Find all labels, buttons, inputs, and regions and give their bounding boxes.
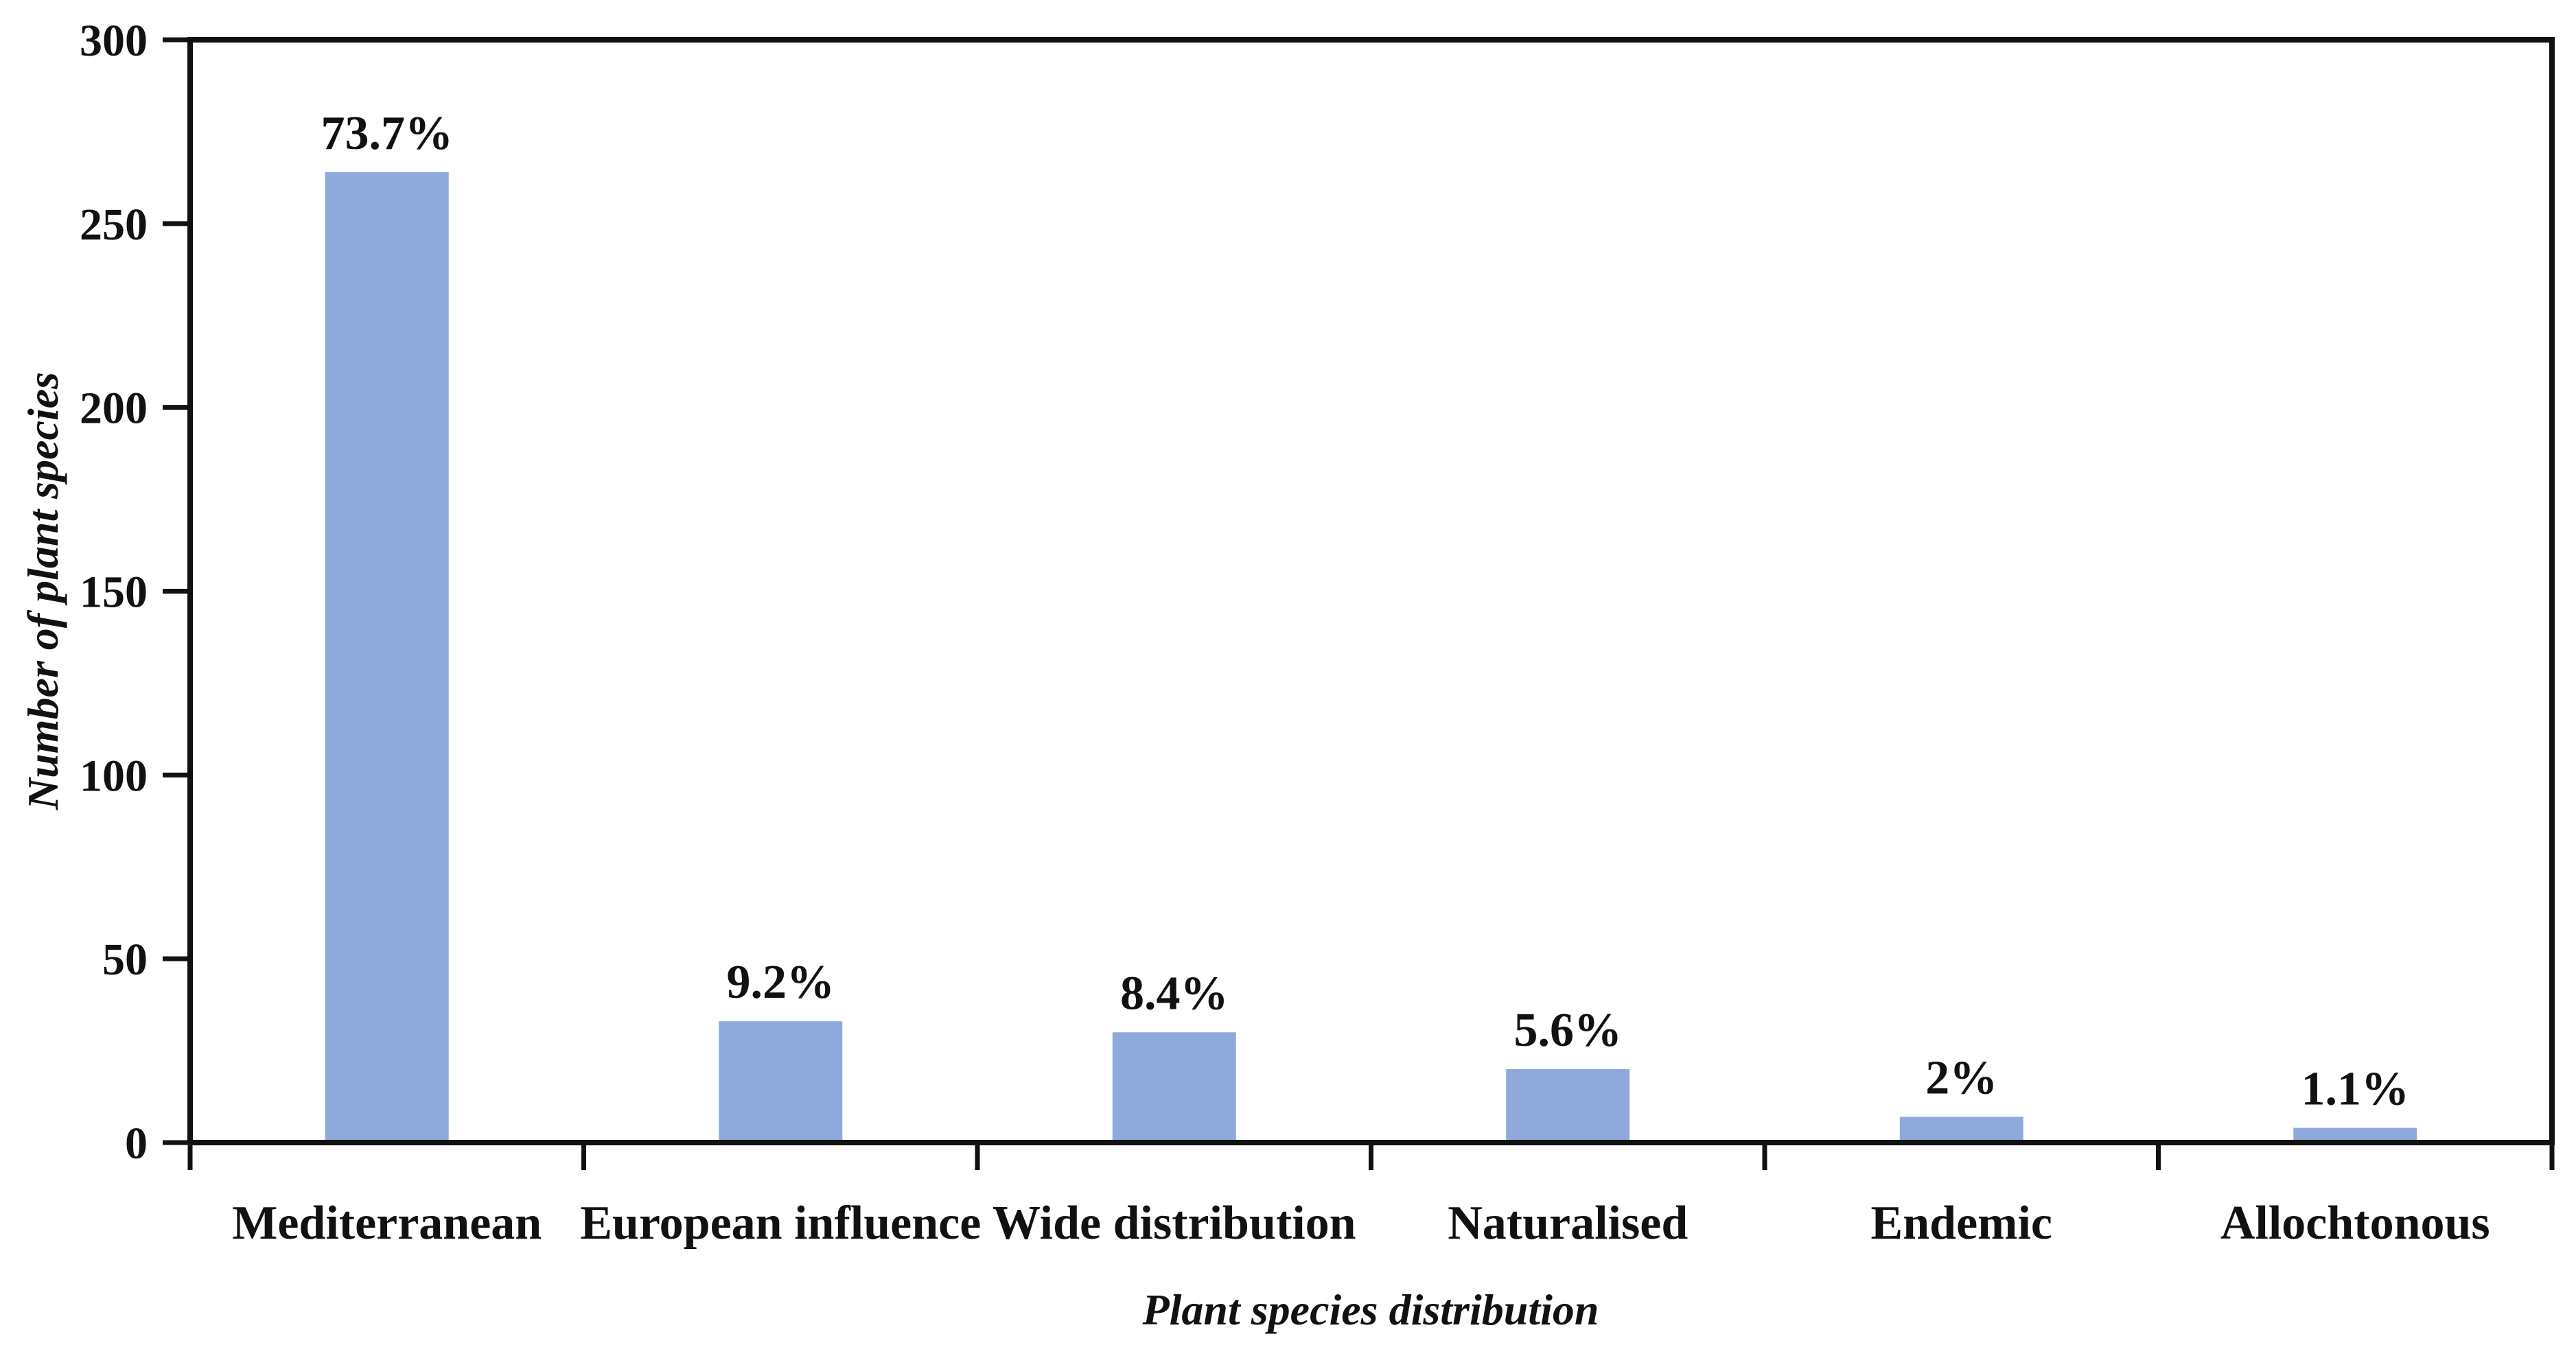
y-tick-label-150: 150 [80, 568, 148, 618]
bar-value-label-european-influence: 9.2% [727, 956, 835, 1009]
x-tick-label-wide-distribution: Wide distribution [993, 1197, 1356, 1250]
labels-layer: 73.7% Mediterranean 9.2% European influence… [80, 16, 2490, 1250]
y-tick-label-100: 100 [80, 751, 148, 801]
plot-frame-layer [187, 37, 2555, 1145]
bar-european-influence [719, 1021, 843, 1143]
y-tick-label-250: 250 [80, 200, 148, 250]
bar-endemic [1899, 1117, 2023, 1143]
x-tick-label-european-influence: European influence [580, 1197, 981, 1250]
x-tick-label-naturalised: Naturalised [1448, 1197, 1688, 1250]
bar-value-label-wide-distribution: 8.4% [1120, 967, 1229, 1020]
bar-allochtonous [2293, 1127, 2417, 1143]
ticks-layer [163, 37, 2555, 1170]
bars-layer [325, 172, 2417, 1143]
x-tick-label-mediterranean: Mediterranean [232, 1197, 542, 1250]
bar-wide-distribution [1112, 1032, 1236, 1143]
y-tick-label-0: 0 [125, 1119, 148, 1169]
bar-value-label-endemic: 2% [1925, 1052, 1997, 1105]
bar-value-label-mediterranean: 73.7% [321, 107, 454, 160]
bar-value-label-naturalised: 5.6% [1514, 1004, 1623, 1057]
y-tick-label-300: 300 [80, 16, 148, 66]
bar-naturalised [1506, 1068, 1630, 1143]
y-tick-label-200: 200 [80, 384, 148, 434]
x-axis-title: Plant species distribution [1142, 1285, 1599, 1334]
bar-value-label-allochtonous: 1.1% [2301, 1063, 2410, 1116]
plot-frame [187, 37, 2555, 1145]
y-axis-title: Number of plant species [19, 372, 67, 810]
y-tick-label-50: 50 [102, 935, 148, 985]
x-tick-label-allochtonous: Allochtonous [2220, 1197, 2490, 1250]
bar-mediterranean [325, 172, 449, 1143]
x-tick-label-endemic: Endemic [1871, 1197, 2052, 1250]
